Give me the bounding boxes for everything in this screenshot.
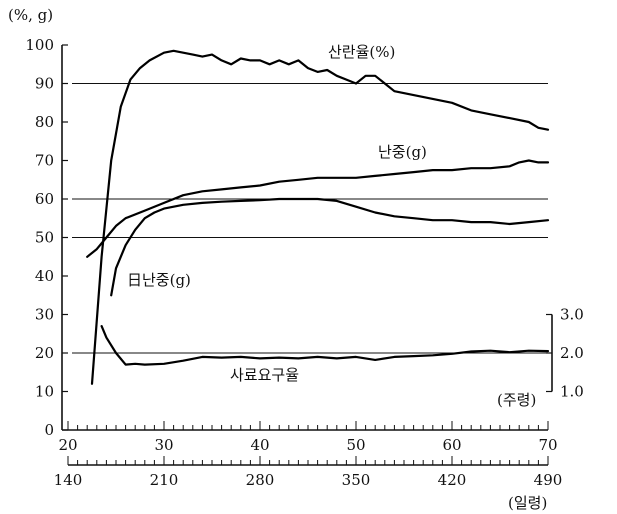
- series-label-daily-egg-mass: 日난중(g): [127, 271, 191, 289]
- x-week-tick-label: 20: [58, 436, 77, 454]
- x-day-tick-label: 350: [342, 471, 371, 489]
- x-day-tick-label: 140: [54, 471, 83, 489]
- y-tick-label: 20: [35, 344, 54, 362]
- axes: [61, 45, 553, 466]
- x-week-tick-label: 40: [250, 436, 269, 454]
- series-label-laying-rate: 산란율(%): [328, 43, 395, 61]
- x-days-label: (일령): [508, 494, 547, 512]
- x-day-tick-label: 280: [246, 471, 275, 489]
- right-tick-label: 3.0: [560, 306, 584, 324]
- y-unit-label: (%, g): [8, 6, 53, 24]
- y-tick-label: 60: [35, 190, 54, 208]
- right-tick-label: 1.0: [560, 383, 584, 401]
- series-line-3: [100, 325, 550, 366]
- tick-labels: 0 10 20 30 40 50 60 70 80 90 100 1.0 2.0 3.0 20 30 40 50 6…: [25, 36, 584, 489]
- x-week-tick-label: 60: [442, 436, 461, 454]
- y-tick-label: 70: [35, 152, 54, 170]
- series-label-egg-weight: 난중(g): [378, 143, 427, 161]
- x-week-tick-label: 50: [346, 436, 365, 454]
- y-tick-label: 0: [44, 421, 54, 439]
- x-week-tick-label: 30: [154, 436, 173, 454]
- y-tick-label: 80: [35, 113, 54, 131]
- y-tick-label: 30: [35, 306, 54, 324]
- series-line-2: [110, 197, 550, 297]
- series-line-1: [86, 159, 550, 258]
- x-day-tick-label: 490: [534, 471, 563, 489]
- series-lines: [86, 49, 550, 385]
- x-weeks-label: (주령): [497, 391, 536, 409]
- y-tick-label: 10: [35, 383, 54, 401]
- right-tick-label: 2.0: [560, 344, 584, 362]
- y-tick-label: 50: [35, 229, 54, 247]
- tick-marks: [62, 44, 552, 465]
- series-label-feed-conversion: 사료요구율: [230, 366, 299, 384]
- x-day-tick-label: 210: [150, 471, 179, 489]
- y-tick-label: 100: [25, 36, 54, 54]
- x-week-tick-label: 70: [538, 436, 557, 454]
- y-tick-label: 90: [35, 75, 54, 93]
- series-line-0: [90, 49, 550, 385]
- y-tick-label: 40: [35, 267, 54, 285]
- x-day-tick-label: 420: [438, 471, 467, 489]
